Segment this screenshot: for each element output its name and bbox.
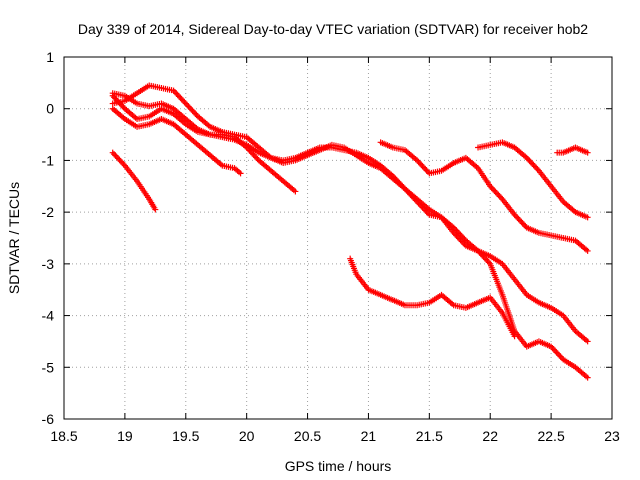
y-tick-label: 1 [46, 49, 54, 65]
x-tick-label: 22 [482, 428, 498, 444]
series-track-8 [554, 144, 591, 156]
y-tick-label: -5 [42, 359, 55, 375]
data-point [511, 333, 518, 340]
y-tick-label: -2 [42, 204, 55, 220]
x-tick-label: 23 [604, 428, 620, 444]
plot-frame [63, 56, 613, 420]
data-point [584, 149, 591, 156]
data-point [237, 170, 244, 177]
y-tick-label: -1 [42, 152, 55, 168]
tick-labels: 18.5 19 19.5 20 20.5 21 21.5 22 22.5 23 1 0 -1 -2 -3 -4… [42, 49, 620, 444]
series-track-7 [475, 139, 591, 221]
series-track-2 [109, 82, 591, 381]
chart-title: Day 339 of 2014, Sidereal Day-to-day VTE… [78, 21, 588, 37]
y-axis-label: SDTVAR / TECUs [6, 182, 22, 294]
data-point [292, 188, 299, 195]
data-point [584, 214, 591, 221]
axis-ticks [63, 56, 613, 420]
x-tick-label: 19 [117, 428, 133, 444]
data-point [584, 247, 591, 254]
x-tick-label: 19.5 [172, 428, 199, 444]
y-tick-label: -4 [42, 308, 55, 324]
x-axis-label: GPS time / hours [285, 458, 392, 474]
series-track-6 [377, 139, 591, 254]
data-point [152, 206, 159, 213]
x-tick-label: 21 [361, 428, 377, 444]
x-tick-label: 18.5 [50, 428, 77, 444]
x-tick-label: 20 [239, 428, 255, 444]
x-tick-label: 20.5 [294, 428, 321, 444]
data-series [109, 82, 591, 381]
data-point [584, 338, 591, 345]
x-tick-label: 21.5 [416, 428, 443, 444]
x-tick-label: 22.5 [537, 428, 564, 444]
series-track-5 [109, 149, 159, 213]
series-track-9 [347, 255, 518, 340]
y-tick-label: -6 [42, 411, 55, 427]
series-track-3 [109, 105, 244, 177]
y-tick-label: -3 [42, 256, 55, 272]
series-track-4 [109, 92, 299, 195]
data-point [584, 374, 591, 381]
y-tick-label: 0 [46, 101, 54, 117]
